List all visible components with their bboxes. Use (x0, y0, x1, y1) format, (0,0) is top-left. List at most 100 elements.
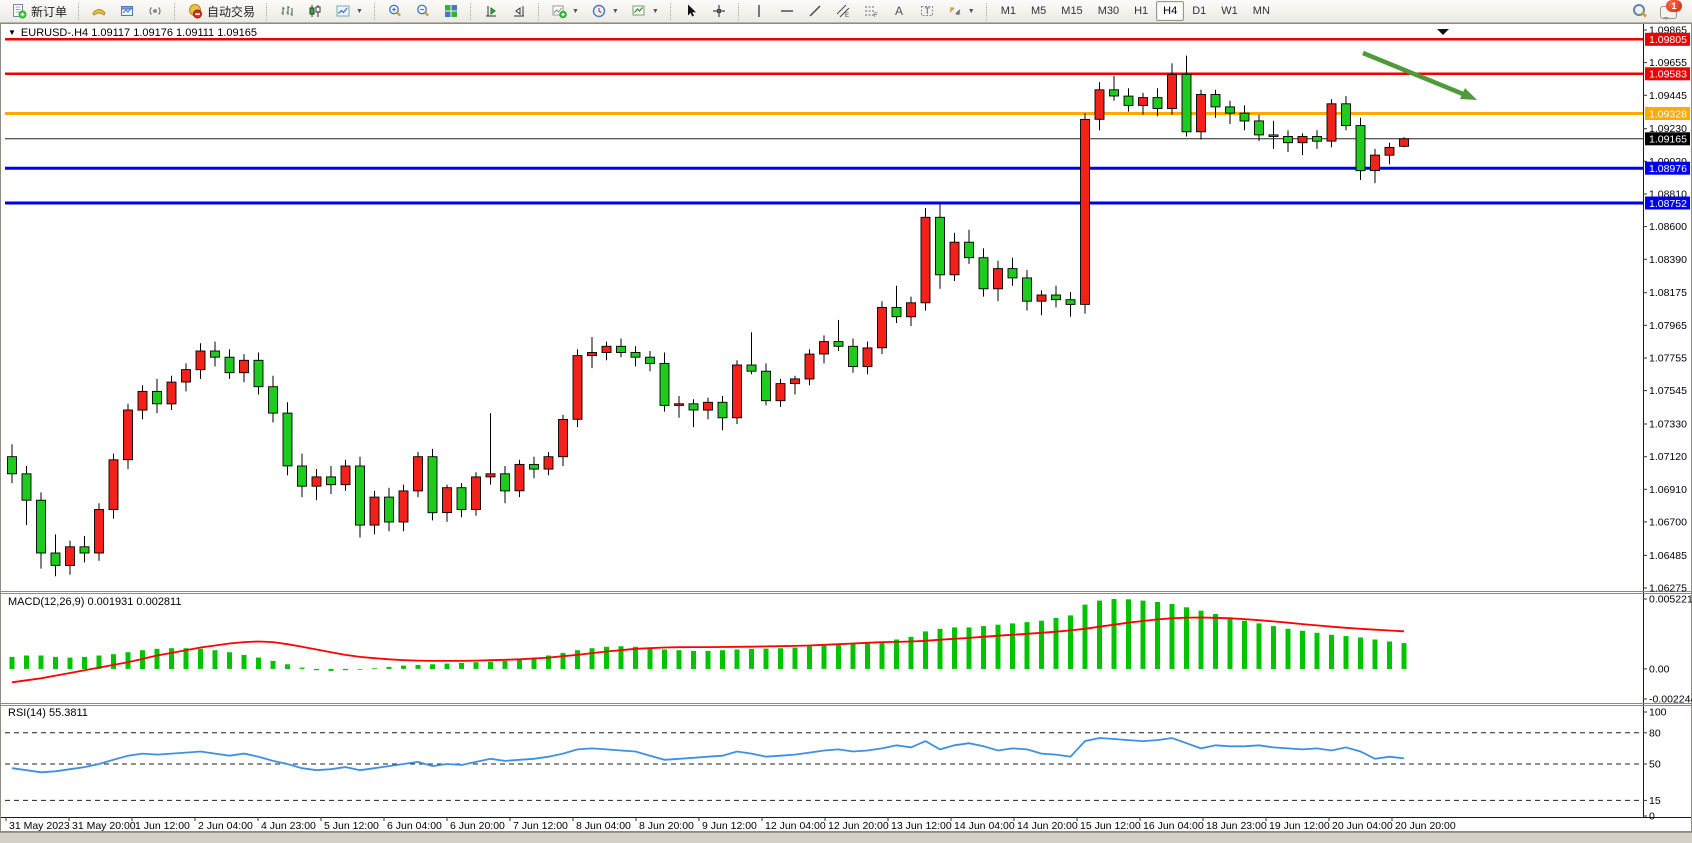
fibonacci-tool-button[interactable]: F (858, 0, 884, 22)
toolbar-separator (78, 2, 80, 20)
chevron-down-icon: ▼ (651, 7, 659, 15)
timeframe-mn-button[interactable]: MN (1252, 5, 1270, 17)
new-order-button[interactable]: 新订单 (6, 0, 72, 22)
macd-hist-bar (488, 661, 493, 669)
timeframe-h1-button[interactable]: H1 (1134, 5, 1149, 17)
svg-text:1.08976: 1.08976 (1649, 163, 1687, 175)
toolbar-separator (669, 2, 672, 20)
label-tool-button[interactable]: T (914, 0, 940, 22)
search-button[interactable] (1626, 0, 1652, 22)
macd-hist-bar (647, 648, 653, 669)
candle (7, 444, 17, 484)
candle (195, 343, 206, 379)
notifications-button[interactable]: 1 (1660, 0, 1682, 20)
timeframe-m30-button[interactable]: M30 (1097, 5, 1120, 17)
timeframe-w1-button[interactable]: W1 (1221, 5, 1238, 17)
macd-hist-bar (1184, 607, 1189, 669)
candle (297, 453, 307, 498)
timeframe-d1-button[interactable]: D1 (1192, 5, 1207, 17)
macd-hist-bar (256, 657, 261, 669)
chart-shift-button[interactable] (506, 0, 532, 22)
timeframe-m15-button[interactable]: M15 (1061, 5, 1083, 17)
equidistant-channel-icon: E (836, 4, 850, 19)
macd-tick-label: -0.002244 (1649, 694, 1692, 706)
candle (558, 414, 568, 466)
auto-scroll-button[interactable] (478, 0, 504, 22)
candle (326, 466, 336, 494)
time-tick-label: 8 Jun 20:00 (639, 820, 694, 832)
time-tick-label: 8 Jun 04:00 (576, 820, 631, 832)
timeframe-m1-button[interactable]: M1 (1000, 5, 1016, 17)
svg-text:E: E (845, 13, 849, 19)
candle (790, 375, 800, 395)
vertical-line-tool-button[interactable] (746, 0, 772, 22)
zoom-out-button[interactable] (410, 0, 436, 22)
auto-trading-icon (189, 4, 203, 19)
candle (1022, 270, 1032, 311)
candle (181, 363, 191, 392)
profiles-button[interactable] (86, 0, 112, 22)
cursor-tool-button[interactable] (678, 0, 704, 22)
symbol-dropdown-icon[interactable]: ▼ (8, 28, 16, 37)
charts-window-icon (121, 6, 134, 16)
candle (616, 338, 626, 358)
horizontal-line-tool-button[interactable] (774, 0, 800, 22)
navigator-button[interactable] (142, 0, 168, 22)
bar-chart-icon (281, 6, 293, 16)
tile-windows-button[interactable] (438, 0, 464, 22)
periods-button[interactable]: ▼ (586, 0, 624, 22)
candle (79, 535, 90, 563)
time-tick-label: 6 Jun 04:00 (387, 820, 442, 832)
macd-hist-bar (1068, 615, 1073, 669)
candlestick-mode-button[interactable] (302, 0, 328, 22)
macd-hist-bar (96, 655, 102, 669)
rsi-tick-label: 100 (1649, 707, 1667, 719)
price-tick-label: 1.08600 (1649, 221, 1687, 233)
timeframe-h4-button[interactable]: H4 (1156, 1, 1185, 21)
candle (978, 248, 989, 297)
notification-badge: 1 (1666, 0, 1682, 12)
bar-chart-mode-button[interactable] (274, 0, 300, 22)
indicators-button[interactable]: ▼ (546, 0, 584, 22)
templates-button[interactable]: ▼ (626, 0, 664, 22)
toolbar-separator (373, 2, 376, 20)
candle (1094, 82, 1105, 131)
price-badge-1.09805: 1.09805 (1645, 32, 1690, 46)
macd-hist-bar (531, 657, 537, 669)
auto-trading-button[interactable]: 自动交易 (182, 0, 260, 22)
new-order-icon (13, 4, 27, 19)
trend-arrow-annotation[interactable] (1362, 50, 1477, 100)
toolbar-right-group: 1 (1626, 0, 1686, 22)
svg-text:F: F (874, 13, 878, 19)
charts-window-button[interactable] (114, 0, 140, 22)
candle (862, 341, 873, 375)
candle (282, 402, 293, 476)
indicators-icon (552, 5, 567, 19)
status-strip (0, 832, 1692, 843)
macd-hist-bar (270, 660, 276, 669)
tile-windows-icon (444, 5, 457, 17)
macd-hist-bar (1401, 643, 1407, 669)
zoom-in-button[interactable] (382, 0, 408, 22)
line-chart-mode-button[interactable]: ▼ (330, 0, 368, 22)
channel-tool-button[interactable]: E (830, 0, 856, 22)
macd-hist-bar (908, 636, 914, 669)
timeframe-m5-button[interactable]: M5 (1031, 5, 1047, 17)
trendline-tool-button[interactable] (802, 0, 828, 22)
auto-trading-label: 自动交易 (207, 4, 256, 19)
macd-hist-bar (314, 668, 319, 671)
candle (1109, 75, 1119, 101)
time-tick-label: 15 Jun 12:00 (1080, 820, 1141, 832)
macd-hist-bar (473, 662, 479, 669)
arrows-tool-button[interactable]: ▼ (942, 0, 980, 22)
price-tick-label: 1.06485 (1649, 550, 1687, 562)
candle (543, 452, 554, 476)
candle (94, 503, 104, 561)
macd-hist-bar (1010, 623, 1015, 669)
price-tick-label: 1.07755 (1649, 353, 1687, 365)
macd-hist-bar (1300, 630, 1305, 669)
crosshair-tool-button[interactable] (706, 0, 732, 22)
candle (1268, 120, 1279, 149)
text-tool-button[interactable]: A (886, 0, 912, 22)
